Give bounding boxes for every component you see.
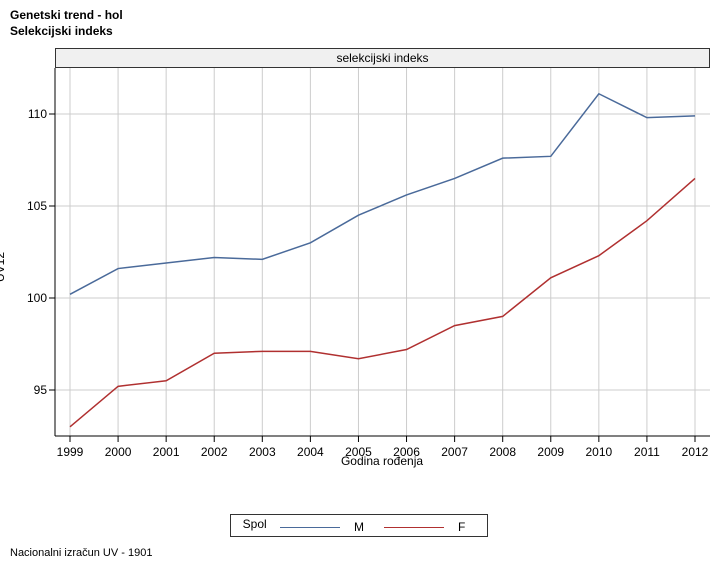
legend-item-M: M bbox=[280, 520, 364, 534]
title-line-1: Genetski trend - hol bbox=[10, 8, 123, 24]
x-tick-label: 2000 bbox=[105, 445, 132, 459]
legend-box: Spol M F bbox=[230, 514, 489, 538]
x-tick-label: 2010 bbox=[585, 445, 612, 459]
x-tick-label: 2002 bbox=[201, 445, 228, 459]
y-axis-label: UV12 bbox=[0, 252, 7, 282]
legend-item-F: F bbox=[384, 520, 465, 534]
title-line-2: Selekcijski indeks bbox=[10, 24, 123, 40]
x-axis-label: Godina rođenja bbox=[341, 454, 423, 468]
legend-label: F bbox=[458, 520, 465, 534]
plot-svg: 9510010511019992000200120022003200420052… bbox=[10, 68, 710, 466]
y-tick-label: 100 bbox=[27, 291, 47, 305]
x-tick-label: 2008 bbox=[489, 445, 516, 459]
footer-text: Nacionalni izračun UV - 1901 bbox=[10, 547, 152, 559]
x-tick-label: 2007 bbox=[441, 445, 468, 459]
chart-area: selekcijski indeks UV12 9510010511019992… bbox=[10, 48, 710, 490]
x-tick-label: 2011 bbox=[634, 445, 660, 459]
panel-header-label: selekcijski indeks bbox=[336, 51, 428, 65]
x-tick-label: 2012 bbox=[682, 445, 709, 459]
x-tick-label: 2004 bbox=[297, 445, 324, 459]
x-tick-label: 2001 bbox=[153, 445, 180, 459]
legend-swatch bbox=[384, 527, 444, 528]
chart-title-block: Genetski trend - hol Selekcijski indeks bbox=[10, 8, 123, 39]
x-tick-label: 1999 bbox=[57, 445, 84, 459]
legend: Spol M F bbox=[0, 514, 718, 538]
plot-wrapper: UV12 95100105110199920002001200220032004… bbox=[10, 68, 710, 466]
legend-title: Spol bbox=[243, 517, 267, 531]
panel-header: selekcijski indeks bbox=[55, 48, 710, 68]
legend-swatch bbox=[280, 527, 340, 528]
y-tick-label: 95 bbox=[34, 383, 48, 397]
x-tick-label: 2009 bbox=[537, 445, 564, 459]
y-tick-label: 105 bbox=[27, 199, 47, 213]
legend-label: M bbox=[354, 520, 364, 534]
y-tick-label: 110 bbox=[28, 107, 47, 121]
x-tick-label: 2003 bbox=[249, 445, 276, 459]
